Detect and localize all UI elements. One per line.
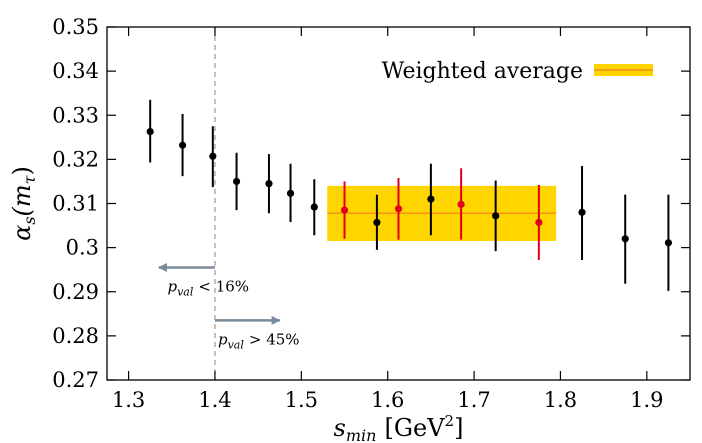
y-axis-label-var: α [8, 225, 36, 241]
point-marker [535, 218, 543, 227]
annotation-text-below: pval < 16% [167, 277, 249, 298]
y-tick-label: 0.32 [52, 147, 99, 171]
data-point [457, 168, 465, 240]
annotation-text-above: pval > 45% [218, 330, 300, 351]
point-marker [340, 206, 349, 214]
data-point [232, 152, 241, 211]
y-tick-label: 0.3 [66, 236, 99, 260]
y-tick-label: 0.35 [52, 15, 99, 39]
legend-label: Weighted average [382, 59, 583, 84]
y-tick-label: 0.29 [52, 280, 99, 304]
data-point [578, 165, 586, 260]
point-marker [621, 235, 629, 243]
data-point [310, 179, 318, 236]
data-point [373, 194, 381, 250]
data-point [265, 154, 273, 214]
point-marker [373, 218, 381, 227]
x-tick-label: 1.4 [198, 388, 231, 412]
point-marker [146, 127, 154, 136]
y-axis-label-open: (m [8, 184, 36, 216]
data-point [535, 184, 543, 260]
point-marker [394, 205, 403, 213]
y-tick-label: 0.31 [52, 192, 99, 216]
data-point [178, 113, 187, 177]
point-marker [664, 239, 673, 247]
x-axis-label-sub: min [346, 426, 377, 443]
point-marker [578, 208, 586, 216]
x-axis-label-close: ] [454, 414, 463, 442]
x-axis-label-var: s [334, 414, 346, 442]
point-marker [492, 212, 500, 220]
y-tick-label: 0.34 [52, 59, 99, 83]
x-tick-label: 1.7 [457, 388, 490, 412]
data-point [664, 194, 673, 291]
data-point [427, 163, 435, 236]
x-axis-label: smin [GeV2] [334, 412, 464, 443]
x-axis-label-unit: [GeV [384, 414, 445, 442]
x-tick-label: 1.9 [630, 388, 663, 412]
x-tick-label: 1.3 [112, 388, 145, 412]
point-marker [457, 200, 465, 208]
data-point [621, 194, 629, 284]
data-point [394, 177, 403, 240]
data-point [492, 180, 500, 252]
point-marker [265, 180, 273, 188]
y-axis-label-arg-sub: τ [20, 174, 39, 184]
y-axis-label-sub: s [20, 216, 39, 224]
point-marker [178, 141, 187, 149]
point-marker [310, 203, 318, 211]
y-axis-label-close: ) [8, 166, 36, 175]
data-point [340, 181, 349, 239]
y-tick-label: 0.33 [52, 103, 99, 127]
x-axis-label-sup: 2 [445, 412, 455, 430]
data-point [209, 126, 217, 188]
data-point [146, 99, 154, 163]
point-marker [286, 189, 295, 197]
y-axis-label: αs(mτ) [8, 166, 39, 241]
x-tick-label: 1.5 [285, 388, 318, 412]
y-tick-label: 0.27 [52, 368, 99, 392]
data-point [286, 163, 295, 223]
x-tick-label: 1.6 [371, 388, 404, 412]
point-marker [427, 195, 435, 203]
y-tick-label: 0.28 [52, 324, 99, 348]
x-tick-label: 1.8 [544, 388, 577, 412]
point-marker [209, 152, 217, 160]
point-marker [232, 177, 241, 186]
legend: Weighted average [382, 59, 653, 84]
